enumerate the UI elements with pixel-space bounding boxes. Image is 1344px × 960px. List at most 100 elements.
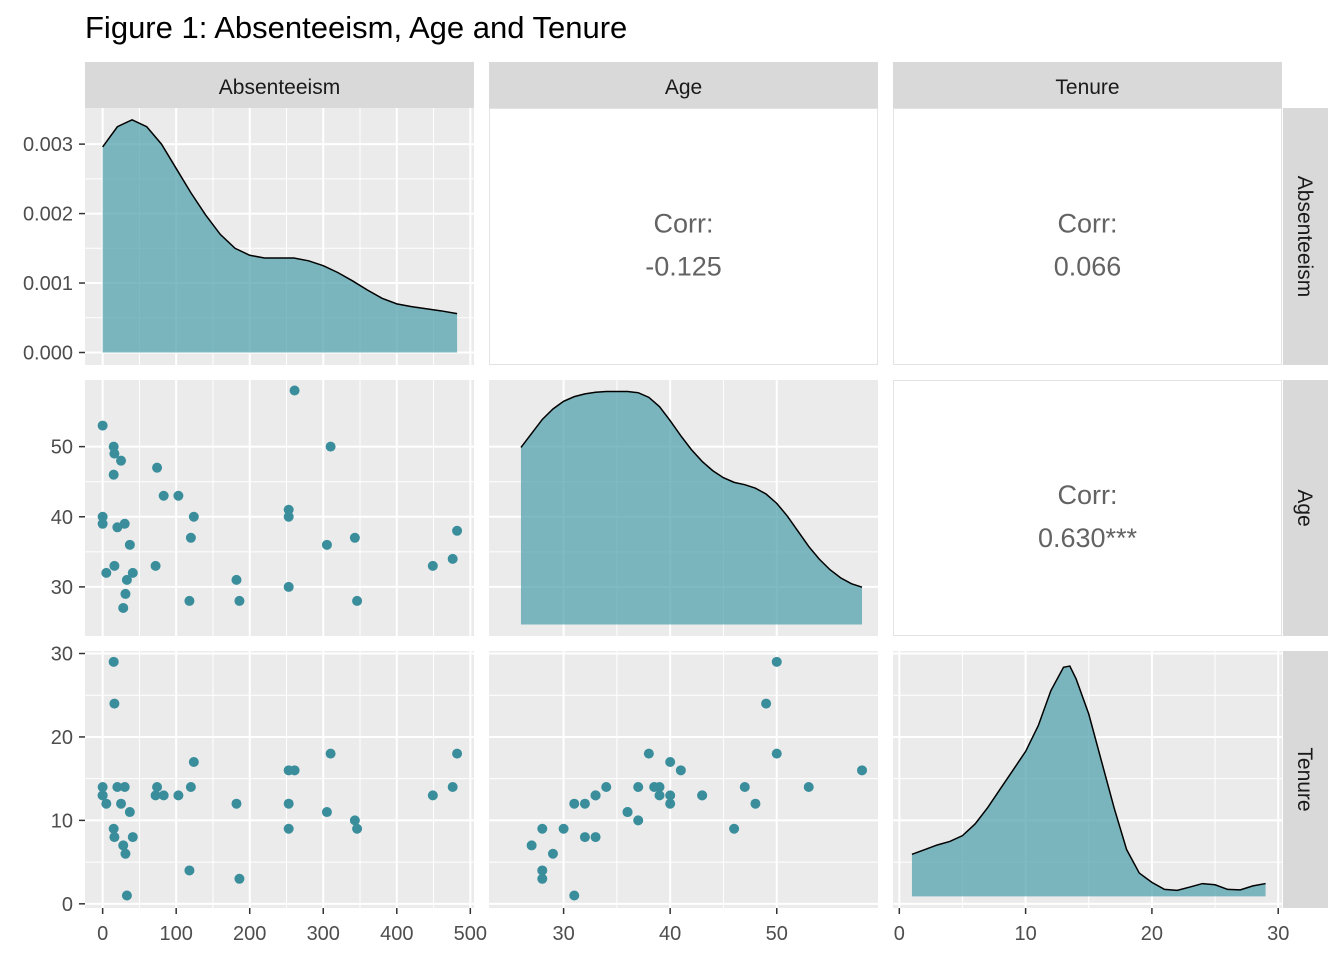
- column-strip-label: Absenteeism: [219, 76, 340, 99]
- x-tick-label: 500: [454, 923, 487, 945]
- column-strip: [893, 62, 1282, 108]
- scatter-point: [289, 765, 300, 776]
- scatter-point: [537, 865, 548, 876]
- y-tick-label: 0.003: [23, 134, 73, 156]
- row-strip: [1283, 108, 1328, 365]
- scatter-point: [729, 823, 740, 834]
- scatter-point: [601, 782, 612, 793]
- scatter-point: [231, 574, 242, 585]
- scatter-point: [622, 807, 633, 818]
- column-strip: [489, 62, 878, 108]
- x-tick-label: 200: [233, 923, 266, 945]
- scatter-point: [739, 782, 750, 793]
- scatter-point: [234, 873, 245, 884]
- scatter-point: [283, 581, 294, 592]
- panel-background: [85, 651, 474, 908]
- scatter-point: [537, 823, 548, 834]
- scatter-point: [152, 782, 163, 793]
- x-tick-label: 0: [97, 923, 108, 945]
- scatter-point: [158, 790, 169, 801]
- scatter-point: [108, 656, 119, 667]
- x-tick-label: 0: [894, 923, 905, 945]
- x-tick-label: 400: [380, 923, 413, 945]
- scatter-point: [97, 511, 108, 522]
- scatter-point: [109, 832, 120, 843]
- y-tick-label: 20: [51, 727, 73, 749]
- panel-background: [489, 651, 878, 908]
- x-tick-label: 10: [1014, 923, 1036, 945]
- density-area: [911, 666, 1266, 897]
- scatter-point: [231, 798, 242, 809]
- scatter-point: [665, 798, 676, 809]
- scatter-point: [283, 504, 294, 515]
- scatter-point: [283, 823, 294, 834]
- x-tick-label: 20: [1141, 923, 1163, 945]
- scatter-point: [112, 782, 123, 793]
- x-tick-label: 100: [159, 923, 192, 945]
- scatter-point: [750, 798, 761, 809]
- row-strip-label: Tenure: [1293, 747, 1316, 811]
- density-area: [520, 391, 863, 625]
- scatter-point: [283, 798, 294, 809]
- y-tick-label: 10: [51, 810, 73, 832]
- scatter-point: [289, 385, 300, 396]
- scatter-point: [526, 840, 537, 851]
- panel-tenure-tenure: [893, 651, 1282, 908]
- scatter-point: [121, 574, 132, 585]
- scatter-point: [185, 782, 196, 793]
- correlation-label: Corr:: [1058, 480, 1118, 510]
- scatter-point: [119, 782, 130, 793]
- scatter-point: [590, 790, 601, 801]
- x-tick-label: 40: [659, 923, 681, 945]
- panel-tenure-age: [489, 651, 878, 908]
- correlation-value: 0.066: [1054, 252, 1122, 282]
- scatter-point: [109, 560, 120, 571]
- scatter-point: [101, 798, 112, 809]
- correlation-panel: [893, 108, 1282, 365]
- scatter-point: [771, 748, 782, 759]
- panel-age-age: [489, 380, 878, 636]
- x-tick-label: 300: [307, 923, 340, 945]
- correlation-panel: [489, 108, 878, 365]
- scatter-point: [349, 815, 360, 826]
- scatter-point: [185, 532, 196, 543]
- scatter-point: [654, 782, 665, 793]
- scatter-point: [558, 823, 569, 834]
- scatter-point: [124, 539, 135, 550]
- panel-absenteeism-absenteeism: [85, 108, 474, 365]
- scatter-point: [121, 890, 132, 901]
- scatter-point: [427, 790, 438, 801]
- scatter-point: [325, 441, 336, 452]
- scatter-point: [97, 420, 108, 431]
- scatter-point: [352, 823, 363, 834]
- scatter-point: [119, 518, 130, 529]
- y-tick-label: 0.000: [23, 342, 73, 364]
- column-strip-label: Tenure: [1055, 76, 1119, 99]
- panel-absenteeism-age: Corr: -0.125: [489, 108, 878, 365]
- scatter-point: [108, 823, 119, 834]
- column-strip: [85, 62, 474, 108]
- scatter-point: [188, 756, 199, 767]
- scatter-point: [97, 790, 108, 801]
- scatter-point: [116, 798, 127, 809]
- scatter-point: [283, 511, 294, 522]
- scatter-point: [109, 698, 120, 709]
- density-area: [102, 119, 458, 353]
- panel-background: [85, 380, 474, 636]
- y-tick-label: 30: [51, 577, 73, 599]
- scatter-point: [234, 595, 245, 606]
- scatter-point: [579, 832, 590, 843]
- scatter-point: [127, 832, 138, 843]
- scatter-point: [321, 807, 332, 818]
- scatter-point: [643, 748, 654, 759]
- scatter-point: [127, 567, 138, 578]
- correlation-value: 0.630***: [1038, 523, 1138, 553]
- panel-age-absenteeism: [85, 380, 474, 636]
- scatter-point: [109, 448, 120, 459]
- scatter-point: [857, 765, 868, 776]
- scatter-point: [675, 765, 686, 776]
- y-tick-label: 0: [62, 894, 73, 916]
- scatter-point: [590, 832, 601, 843]
- scatter-point: [97, 518, 108, 529]
